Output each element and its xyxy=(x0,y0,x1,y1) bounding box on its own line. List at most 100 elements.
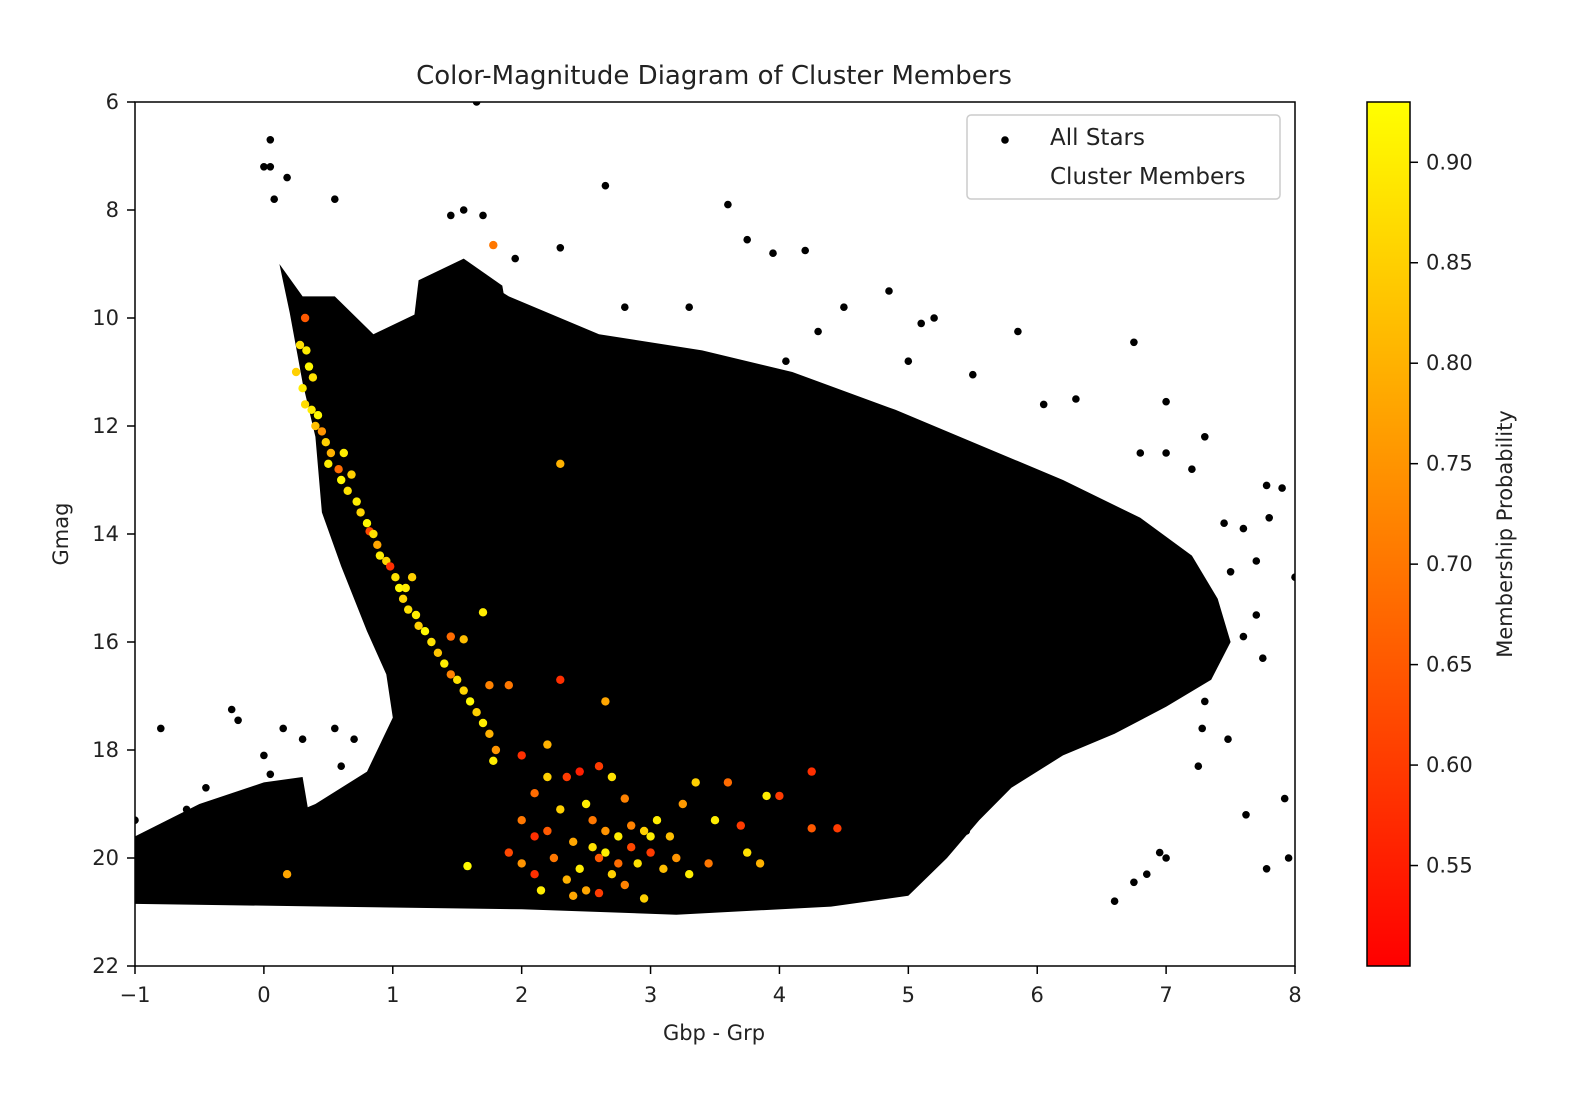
colorbar-gradient xyxy=(1366,101,1411,967)
all-stars-point xyxy=(1262,481,1271,490)
y-tick-label: 20 xyxy=(92,846,119,870)
all-stars-point xyxy=(234,716,242,725)
y-tick-label: 22 xyxy=(92,954,119,978)
cluster-member-point xyxy=(743,848,752,857)
cluster-member-point xyxy=(672,853,681,863)
all-stars-point xyxy=(1278,484,1286,492)
all-stars-point xyxy=(969,370,977,379)
x-tick-label: 0 xyxy=(257,983,270,1007)
all-stars-point xyxy=(1201,433,1209,441)
all-stars-point xyxy=(685,303,693,312)
cluster-member-point xyxy=(607,870,617,879)
all-stars-point xyxy=(1130,338,1138,347)
cluster-member-point xyxy=(339,448,348,458)
cluster-member-point xyxy=(614,859,623,868)
cluster-member-point xyxy=(556,805,565,814)
cluster-member-point xyxy=(459,686,468,695)
cluster-member-point xyxy=(337,475,346,485)
x-tick-label: 4 xyxy=(773,983,786,1007)
cluster-member-point xyxy=(504,681,513,690)
all-stars-point xyxy=(266,163,275,171)
cluster-member-point xyxy=(543,740,552,749)
y-tick-label: 14 xyxy=(92,522,119,546)
all-stars-point xyxy=(1239,524,1248,533)
all-stars-point xyxy=(743,235,751,244)
cluster-member-point xyxy=(420,627,430,636)
cluster-member-point xyxy=(414,621,423,630)
cluster-member-point xyxy=(710,816,720,825)
cluster-member-point xyxy=(391,573,400,582)
cluster-member-point xyxy=(326,448,336,458)
all-stars-point xyxy=(279,724,288,733)
cluster-member-point xyxy=(543,826,552,836)
cluster-member-point xyxy=(620,794,629,803)
all-stars-point xyxy=(447,211,455,220)
all-stars-point xyxy=(1291,573,1295,581)
colorbar-label: Membership Probability xyxy=(1493,410,1517,657)
all-stars-point xyxy=(1143,870,1151,878)
all-stars-point xyxy=(724,200,732,209)
cluster-member-point xyxy=(347,470,356,479)
cluster-member-point xyxy=(833,824,842,833)
all-stars-point xyxy=(1198,724,1206,733)
x-tick-label: 2 xyxy=(515,983,528,1007)
cluster-member-point xyxy=(446,632,455,641)
cluster-member-point xyxy=(375,551,385,560)
cluster-member-point xyxy=(569,837,578,846)
cluster-member-point xyxy=(504,848,513,857)
all-stars-point xyxy=(1162,854,1170,862)
cluster-member-point xyxy=(517,751,526,760)
cluster-member-point xyxy=(614,832,623,841)
all-stars-point xyxy=(1014,327,1022,336)
cluster-member-point xyxy=(362,519,372,528)
all-stars-giant-clump xyxy=(412,258,516,399)
cluster-member-point xyxy=(807,767,816,776)
cluster-member-point xyxy=(556,675,565,684)
all-stars-series xyxy=(135,102,1295,905)
colorbar-tick-label: 0.80 xyxy=(1426,351,1473,375)
cluster-member-point xyxy=(343,486,352,495)
cluster-member-point xyxy=(556,459,565,468)
y-tick-label: 12 xyxy=(92,414,119,438)
all-stars-point xyxy=(1136,449,1145,457)
all-stars-point xyxy=(270,195,279,203)
cluster-member-point xyxy=(485,681,494,690)
all-stars-density xyxy=(135,258,1231,915)
all-stars-point xyxy=(904,357,913,366)
cluster-member-point xyxy=(465,697,475,706)
cluster-member-point xyxy=(652,816,662,825)
cluster-member-point xyxy=(373,540,382,549)
cluster-member-point xyxy=(665,832,675,841)
cluster-member-point xyxy=(404,605,413,614)
cluster-member-point xyxy=(398,594,408,603)
all-stars-point xyxy=(801,246,809,255)
all-stars-point xyxy=(1155,848,1164,857)
cluster-member-point xyxy=(627,843,636,852)
cluster-member-point xyxy=(307,405,316,414)
all-stars-point xyxy=(1224,735,1232,743)
x-tick-label: −1 xyxy=(120,983,151,1007)
cluster-member-point xyxy=(659,864,668,873)
cluster-member-point xyxy=(324,459,333,468)
all-stars-point xyxy=(511,254,519,263)
all-stars-point xyxy=(298,735,307,743)
cluster-member-point xyxy=(588,843,597,852)
colorbar-tick-label: 0.90 xyxy=(1426,150,1473,174)
cluster-member-point xyxy=(536,886,546,895)
cluster-member-point xyxy=(298,384,307,393)
all-stars-point xyxy=(157,724,165,733)
cluster-member-point xyxy=(308,373,318,382)
colorbar-ticks: 0.55 0.60 0.65 0.70 0.75 0.80 0.85 0.90 xyxy=(1410,150,1473,878)
cluster-member-point xyxy=(446,670,455,679)
cluster-member-point xyxy=(678,799,687,809)
cluster-member-point xyxy=(543,772,552,782)
cluster-member-point xyxy=(485,729,494,738)
cluster-member-point xyxy=(601,826,610,836)
cluster-member-point xyxy=(282,870,292,879)
cluster-member-point xyxy=(601,848,610,857)
all-stars-point xyxy=(1188,465,1196,474)
colorbar-tick-label: 0.75 xyxy=(1426,452,1473,476)
cluster-member-point xyxy=(607,772,617,782)
colorbar-tick-label: 0.60 xyxy=(1426,753,1473,777)
